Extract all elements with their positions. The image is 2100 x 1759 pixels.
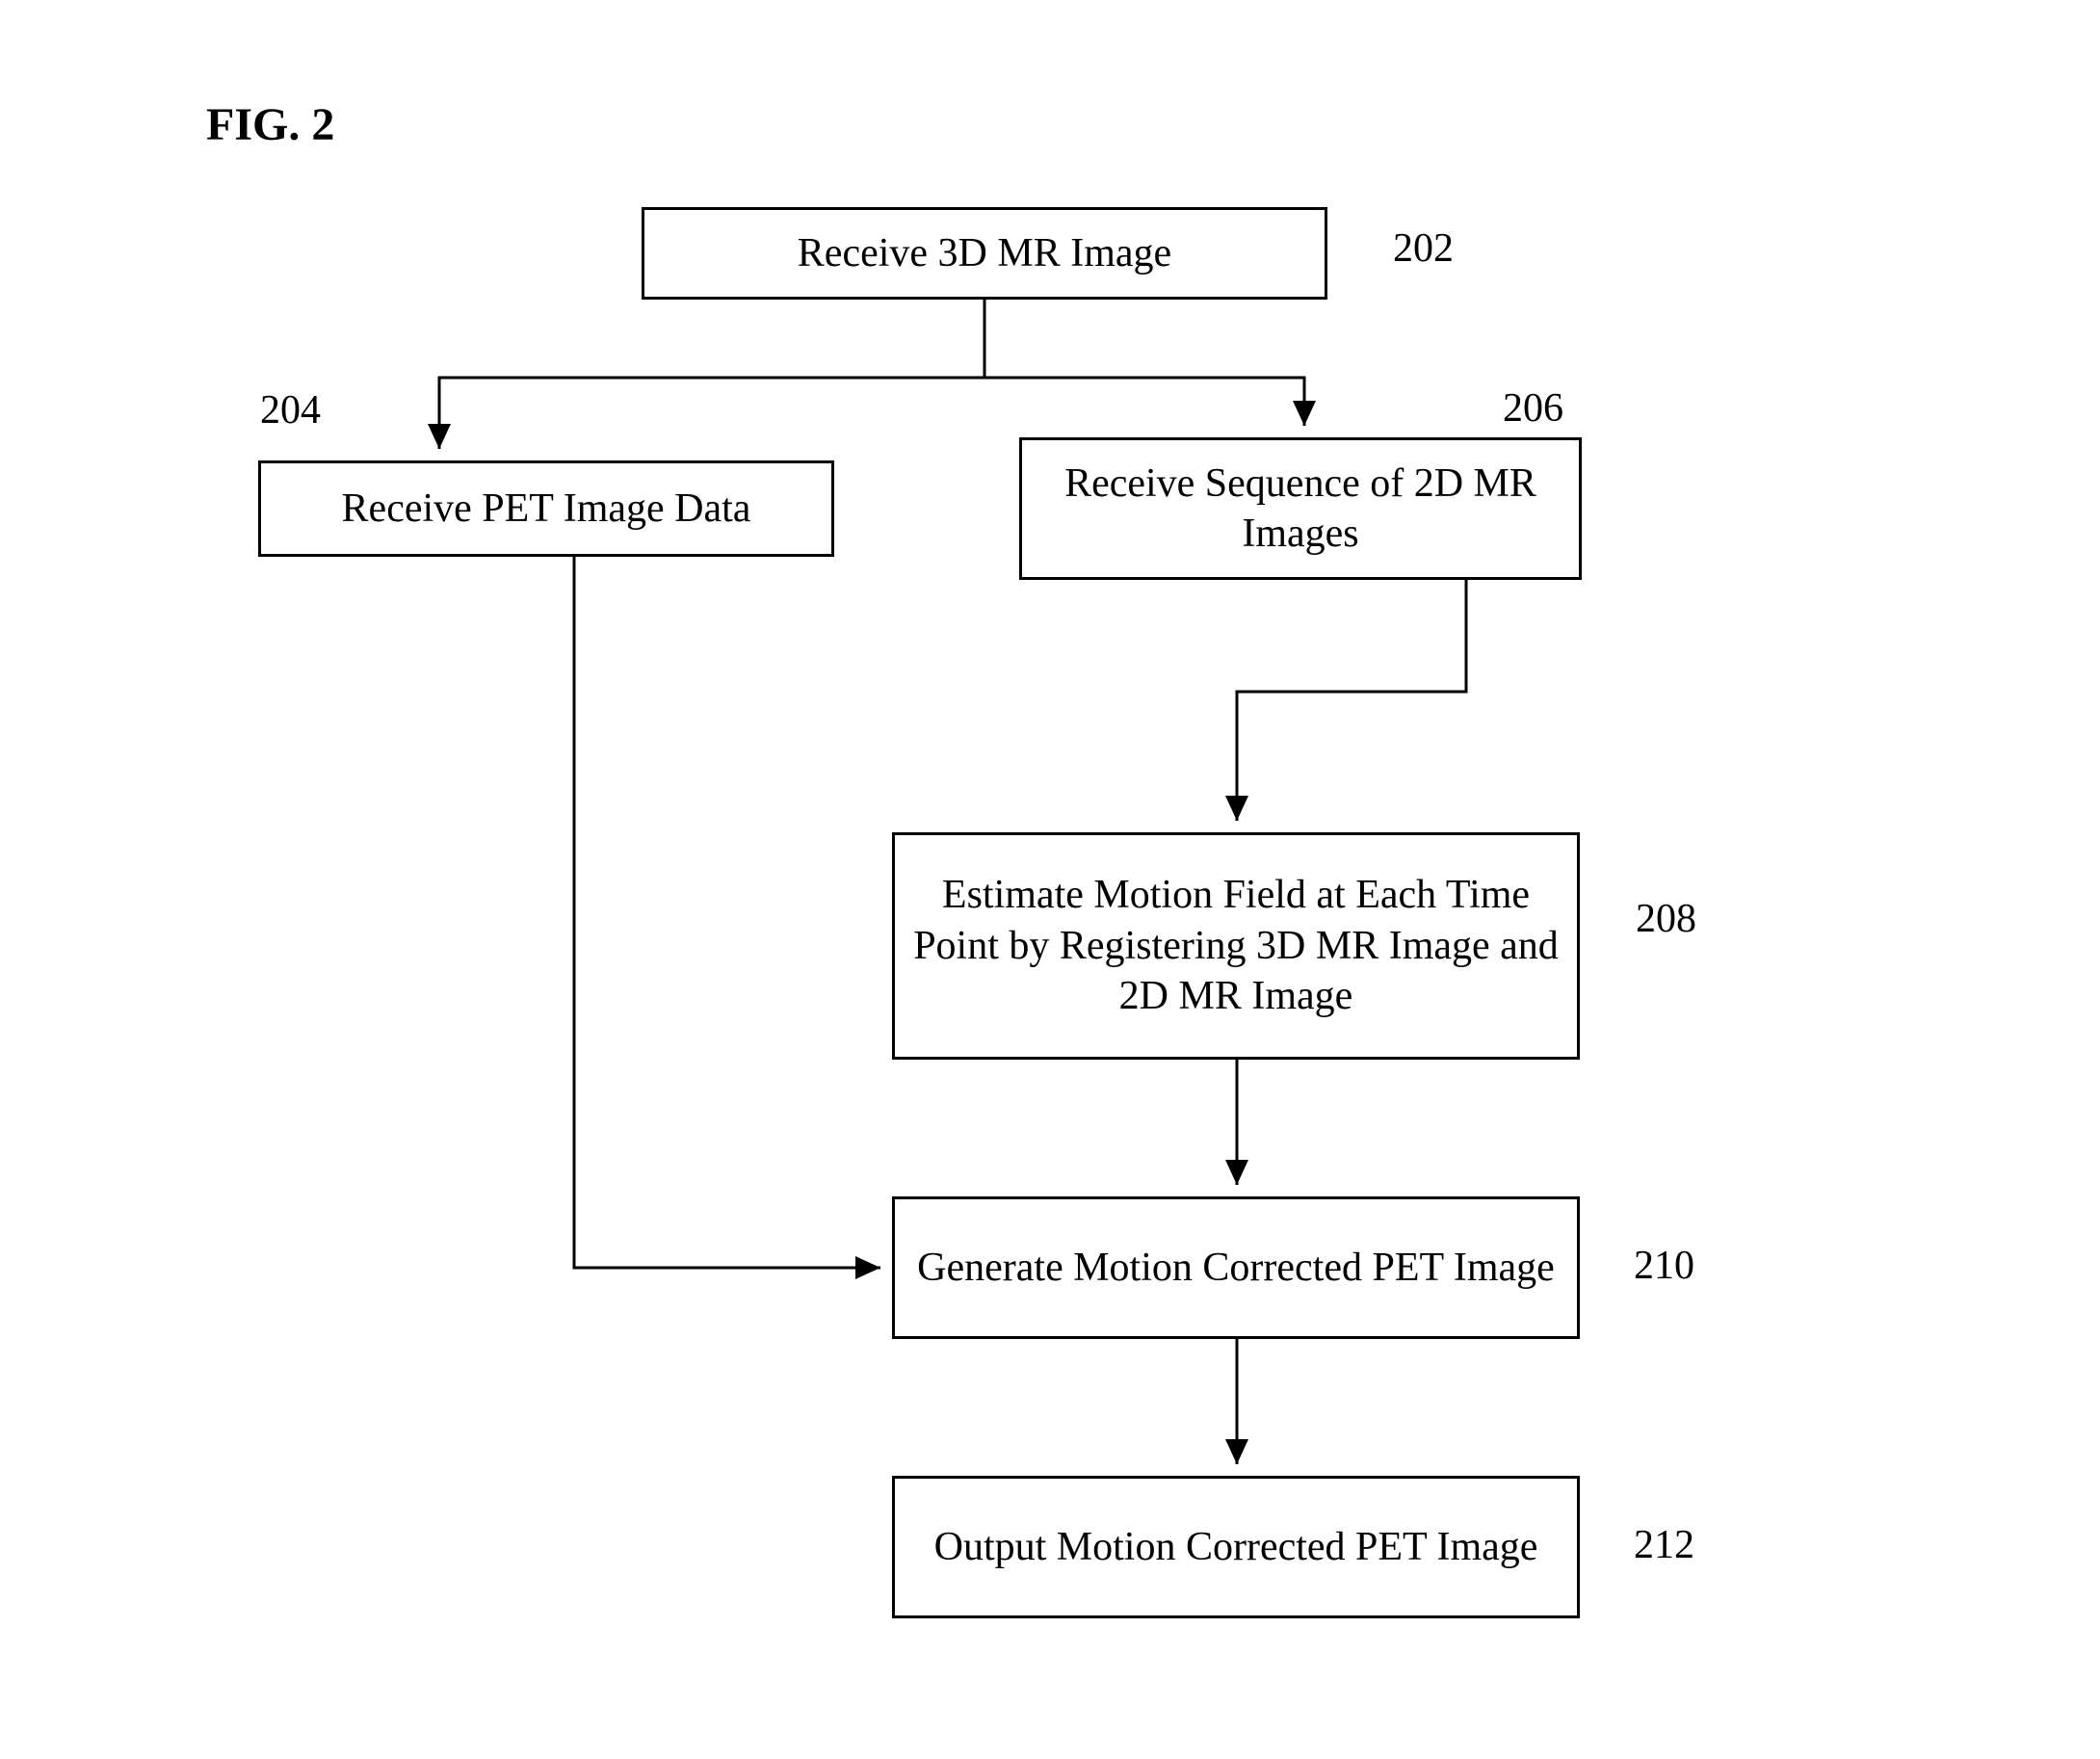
ref-206: 206	[1503, 385, 1563, 432]
box-generate-corrected: Generate Motion Corrected PET Image	[892, 1196, 1580, 1339]
box-receive-pet: Receive PET Image Data	[258, 460, 834, 557]
figure-label: FIG. 2	[206, 98, 334, 151]
box-output-corrected: Output Motion Corrected PET Image	[892, 1476, 1580, 1618]
ref-210: 210	[1634, 1243, 1694, 1289]
ref-208: 208	[1636, 896, 1696, 942]
box-receive-3d-mr: Receive 3D MR Image	[642, 207, 1327, 300]
box-receive-2d-mr-seq: Receive Sequence of 2D MR Images	[1019, 437, 1582, 580]
ref-204: 204	[260, 387, 321, 433]
ref-212: 212	[1634, 1522, 1694, 1568]
ref-202: 202	[1393, 225, 1454, 272]
box-estimate-motion: Estimate Motion Field at Each Time Point…	[892, 832, 1580, 1060]
